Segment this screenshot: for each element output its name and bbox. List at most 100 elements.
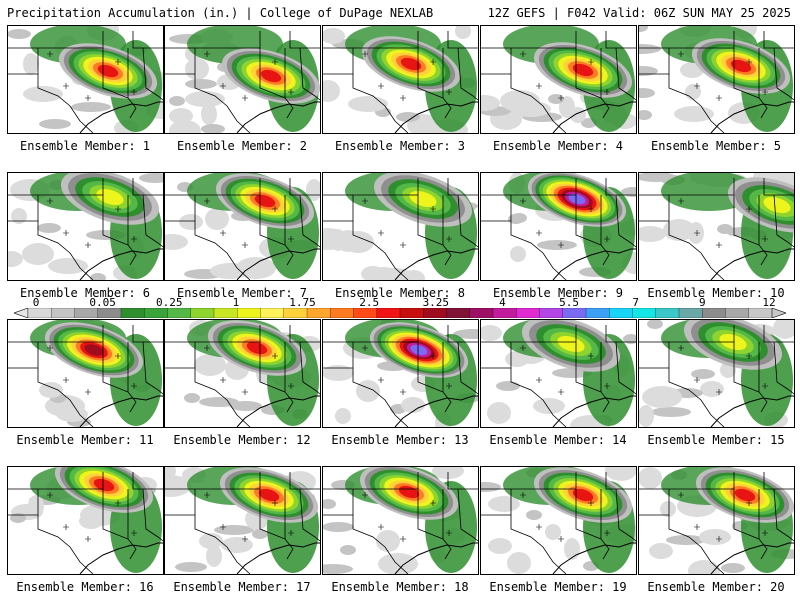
colorbar-tick-label: 0.05 [89,296,116,309]
city-marker [288,383,294,389]
city-marker [746,206,752,212]
city-marker [536,230,542,236]
colorbar-segment [283,308,308,318]
precip-map [165,320,320,427]
state-border [37,515,94,574]
precip-contour [572,63,594,77]
state-border [102,342,129,393]
precip-contour [400,57,422,71]
state-border [605,178,636,196]
light-precip-area [221,537,253,553]
colorbar-segment [353,308,378,318]
colorbar-tick-label: 0 [32,296,40,309]
member-label: Ensemble Member: 7 [176,286,308,300]
state-border [142,341,163,395]
city-marker [85,536,91,542]
state-border [457,341,478,395]
member-panel [7,319,164,428]
member-label: Ensemble Member: 1 [19,139,151,153]
member-label: Ensemble Member: 4 [492,139,624,153]
state-border [259,48,286,99]
city-marker [694,377,700,383]
member-panel [322,25,479,134]
colorbar-tick-label: 4 [499,296,506,309]
state-border [600,538,610,560]
coastline [710,542,794,574]
light-precip-area [639,405,654,427]
state-border [289,31,320,49]
state-border [352,368,409,427]
city-marker [378,524,384,530]
city-marker [362,198,368,204]
state-border [352,221,409,280]
city-marker [762,236,768,242]
light-precip-area [510,246,526,262]
state-border [733,489,760,540]
city-marker [762,89,768,95]
city-marker [220,230,226,236]
member-panel [164,466,321,575]
state-border [165,342,196,369]
light-precip-area [201,124,225,133]
precip-map [481,320,636,427]
light-precip-area [699,529,731,545]
light-precip-area [481,482,501,492]
state-border [575,489,602,540]
city-marker [47,492,53,498]
colorbar-segment [376,308,401,318]
light-precip-area [252,529,268,539]
state-border [457,194,478,248]
state-border [758,538,768,560]
city-marker [131,383,137,389]
state-border [132,325,163,343]
member-panel [7,25,164,134]
light-precip-area [639,26,648,32]
city-marker [204,51,210,57]
coastline [552,101,636,133]
city-marker [762,530,768,536]
light-precip-area [496,381,520,391]
precip-map [639,467,794,574]
colorbar-segment [423,308,448,318]
state-border [37,221,94,280]
member-panel [322,466,479,575]
light-precip-area [639,467,662,489]
state-border [668,221,725,280]
light-precip-area [323,499,336,509]
coastline [552,542,636,574]
precip-map [323,26,478,133]
city-marker [604,530,610,536]
precip-map [481,173,636,280]
member-label: Ensemble Member: 19 [489,580,627,594]
precip-map [481,26,636,133]
colorbar: 0 0.05 0.25 1 1.75 2.5 3.25 4 5.5 7 9 12 [14,296,786,320]
state-border [132,472,163,490]
member-label: Ensemble Member: 6 [19,286,151,300]
state-border [600,391,610,413]
member-panel [7,172,164,281]
light-precip-area [23,86,63,102]
colorbar-segment [492,308,517,318]
city-marker [446,530,452,536]
state-border [605,325,636,343]
city-marker [716,95,722,101]
state-border [763,325,794,343]
coastline [79,542,163,574]
light-precip-area [639,66,658,76]
city-marker [115,500,121,506]
light-precip-area [194,354,226,376]
colorbar-segment [27,308,52,318]
member-panel [480,25,637,134]
city-marker [558,389,564,395]
colorbar-segment [609,308,634,318]
light-precip-area [642,386,682,408]
state-border [639,195,670,222]
city-marker [272,59,278,65]
light-precip-area [230,401,262,411]
colorbar-tick-label: 5.5 [559,296,580,309]
coastline [394,542,478,574]
light-precip-area [306,179,320,201]
precip-map [639,173,794,280]
state-border [323,195,354,222]
light-precip-area [564,538,580,560]
